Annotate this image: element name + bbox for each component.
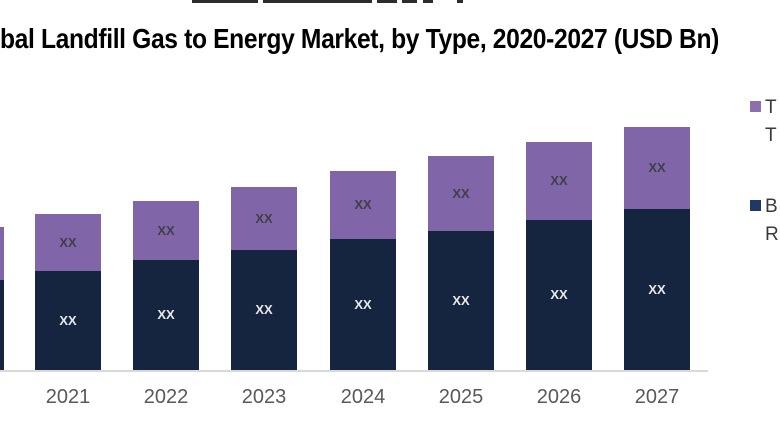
legend-swatch-icon	[750, 200, 761, 211]
bar-segment-purple	[35, 214, 101, 271]
bar-segment-purple	[0, 227, 4, 280]
x-axis-tick-label: 2023	[241, 386, 287, 408]
legend-label-line: T	[765, 125, 777, 146]
bar-value-label: XX	[550, 287, 568, 302]
stacked-bar-2025: XX XX	[428, 0, 494, 370]
bar-value-label: XX	[157, 222, 175, 238]
stacked-bar-2027: XX XX	[624, 0, 690, 370]
bar-segment-navy	[624, 209, 690, 370]
bar-segment-navy	[35, 271, 101, 370]
bar-segment-navy	[526, 220, 592, 370]
bar-value-label: XX	[255, 210, 273, 226]
bar-value-label: XX	[648, 281, 666, 297]
bar-value-label: XX	[59, 312, 77, 328]
bar-value-label: XX	[255, 302, 273, 317]
bar-segment-navy	[133, 260, 199, 370]
cropped-text-fragment	[263, 0, 372, 3]
legend-label-line: T	[765, 97, 777, 118]
bar-segment-purple	[231, 187, 297, 250]
bar-segment-purple	[624, 127, 690, 209]
bar-value-label: XX	[354, 197, 372, 212]
bar-segment-navy	[428, 231, 494, 370]
stacked-bar-2023: XX XX	[231, 0, 297, 370]
x-axis-tick-label: 2021	[45, 386, 91, 408]
legend-label-line: B	[765, 196, 778, 217]
bar-value-label: XX	[648, 160, 666, 175]
bar-segment-navy	[231, 250, 297, 370]
stacked-bar-2021: XX XX	[35, 0, 101, 370]
bar-value-label: XX	[157, 307, 175, 322]
cropped-text-fragment	[402, 0, 417, 3]
stacked-bar-partial-left	[0, 0, 4, 370]
bar-value-label: XX	[452, 185, 470, 201]
stacked-bar-2024: XX XX	[330, 0, 396, 370]
bar-segment-purple	[133, 201, 199, 260]
bar-value-label: XX	[59, 234, 77, 250]
bar-segment-purple	[428, 156, 494, 231]
cropped-text-fragment	[377, 0, 397, 3]
bar-value-label: XX	[354, 296, 372, 312]
x-axis-tick-label: 2026	[536, 386, 582, 408]
x-axis-line	[0, 370, 708, 372]
cropped-text-fragment	[423, 0, 433, 3]
legend-swatch-icon	[750, 101, 761, 112]
cropped-text-fragment	[192, 0, 258, 3]
bar-value-label: XX	[452, 292, 470, 308]
bar-segment-navy	[330, 239, 396, 370]
stacked-bar-2026: XX XX	[526, 0, 592, 370]
x-axis-tick-label: 2022	[143, 386, 189, 408]
stacked-bar-2022: XX XX	[133, 0, 199, 370]
bar-segment-purple	[330, 171, 396, 239]
bar-segment-navy	[0, 280, 4, 370]
x-axis-tick-label: 2027	[634, 386, 680, 408]
x-axis-tick-label: 2024	[340, 386, 386, 408]
cropped-text-fragment	[457, 0, 463, 3]
legend-label-line: R	[765, 224, 779, 245]
chart-title: bal Landfill Gas to Energy Market, by Ty…	[0, 23, 719, 54]
bar-value-label: XX	[550, 173, 568, 188]
x-axis-tick-label: 2025	[438, 386, 484, 408]
bar-segment-purple	[526, 142, 592, 220]
